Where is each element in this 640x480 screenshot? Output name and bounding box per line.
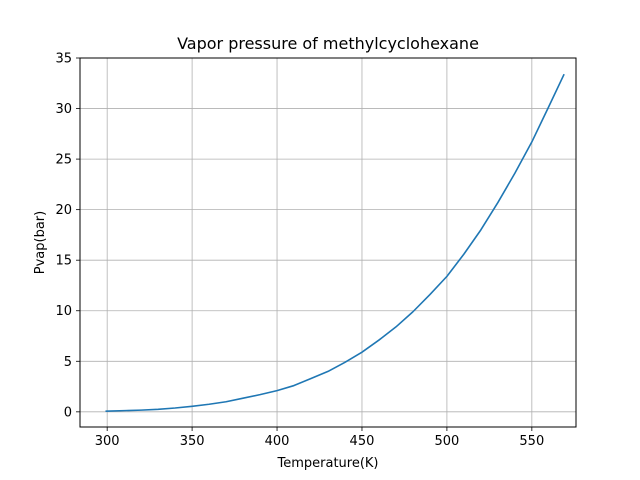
y-tick-label: 25 — [55, 153, 72, 168]
y-tick-label: 0 — [64, 405, 72, 420]
x-axis-label: Temperature(K) — [276, 456, 378, 471]
tick-layer: 300 350 400 450 500 550 0 5 10 15 20 25 30 35 — [55, 52, 544, 450]
x-tick-label: 300 — [95, 434, 120, 449]
x-tick-label: 400 — [265, 434, 290, 449]
y-tick-label: 10 — [55, 304, 72, 319]
y-tick-label: 35 — [55, 52, 72, 67]
y-axis-label: Pvap(bar) — [33, 211, 48, 274]
y-tick-label: 30 — [55, 102, 72, 117]
x-tick-label: 450 — [350, 434, 375, 449]
y-tick-label: 15 — [55, 254, 72, 269]
x-tick-label: 550 — [519, 434, 544, 449]
x-tick-label: 500 — [434, 434, 459, 449]
x-tick-label: 350 — [180, 434, 205, 449]
plot-frame — [79, 57, 577, 428]
series-layer — [105, 73, 565, 413]
y-tick-label: 5 — [64, 355, 72, 370]
y-tick-label: 20 — [55, 203, 72, 218]
series-line — [105, 73, 565, 413]
chart-title: Vapor pressure of methylcyclohexane — [177, 34, 479, 53]
